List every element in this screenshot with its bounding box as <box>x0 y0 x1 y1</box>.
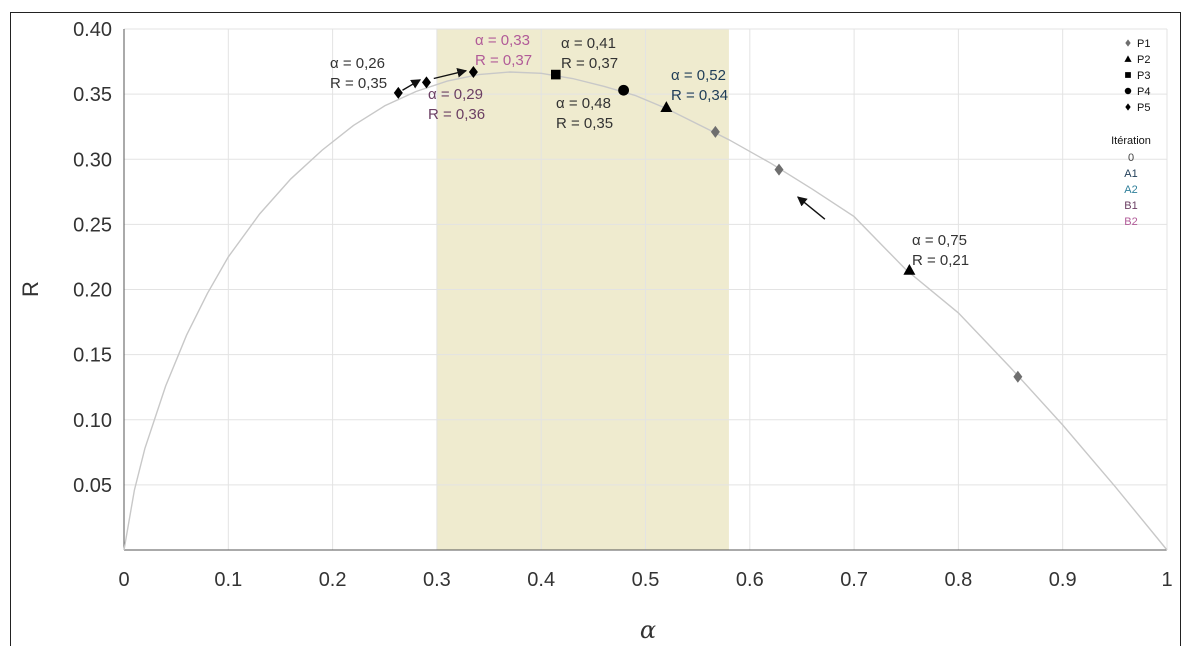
legend-label-p3: P3 <box>1137 70 1150 82</box>
y-tick-label: 0.05 <box>73 475 112 497</box>
data-point-p2 <box>903 263 916 275</box>
legend-marker-p4 <box>1124 87 1132 95</box>
legend-label-p5: P5 <box>1137 102 1150 114</box>
y-tick-label: 0.15 <box>73 345 112 367</box>
data-point-p3 <box>551 69 561 80</box>
legend-iteration-b2: B2 <box>1124 216 1137 228</box>
iteration-arrow <box>402 79 422 91</box>
y-tick-label: 0.35 <box>73 84 112 106</box>
point-annotation: α = 0,33 R = 0,37 <box>475 32 532 69</box>
legend-label-p2: P2 <box>1137 54 1150 66</box>
legend-iteration-0: 0 <box>1128 152 1134 164</box>
annotation-alpha: α = 0,48 <box>556 95 611 112</box>
iteration-arrow <box>797 196 826 220</box>
y-tick-label: 0.30 <box>73 149 112 171</box>
point-annotation: α = 0,48 R = 0,35 <box>556 95 613 132</box>
legend-iteration-a1: A1 <box>1124 168 1137 180</box>
x-axis-label: α <box>640 616 656 644</box>
data-point-p2 <box>660 101 673 112</box>
x-tick-label: 1 <box>1161 569 1172 591</box>
data-point-p1 <box>710 125 720 138</box>
point-annotation: α = 0,41 R = 0,37 <box>561 35 618 72</box>
legend-marker-p2 <box>1124 55 1132 62</box>
y-tick-label: 0.20 <box>73 280 112 302</box>
x-tick-label: 0.3 <box>423 569 451 591</box>
legend-marker-p5 <box>1125 103 1131 111</box>
legend-label-p4: P4 <box>1137 86 1150 98</box>
x-tick-label: 0.5 <box>632 569 660 591</box>
x-tick-label: 0.8 <box>944 569 972 591</box>
legend-iteration-title: Itération <box>1111 135 1151 147</box>
x-tick-label: 0 <box>118 569 129 591</box>
annotation-alpha: α = 0,41 <box>561 35 616 52</box>
x-tick-label: 0.2 <box>319 569 347 591</box>
data-point-p5 <box>468 65 478 78</box>
annotation-r: R = 0,35 <box>556 115 613 132</box>
r-alpha-curve <box>123 71 1168 551</box>
annotation-alpha: α = 0,29 <box>428 86 483 103</box>
annotation-alpha: α = 0,75 <box>912 232 967 249</box>
annotation-r: R = 0,36 <box>428 106 485 123</box>
data-point-p1 <box>774 163 784 176</box>
point-annotation: α = 0,75 R = 0,21 <box>912 232 969 269</box>
x-tick-label: 0.1 <box>214 569 242 591</box>
data-point-p5 <box>393 86 403 99</box>
annotation-r: R = 0,35 <box>330 75 387 92</box>
x-tick-label: 0.7 <box>840 569 868 591</box>
data-point-p5 <box>421 76 431 89</box>
point-annotation: α = 0,26 R = 0,35 <box>330 55 387 92</box>
annotation-r: R = 0,37 <box>561 55 618 72</box>
y-tick-label: 0.10 <box>73 410 112 432</box>
annotation-r: R = 0,37 <box>475 52 532 69</box>
legend-iteration-a2: A2 <box>1124 184 1137 196</box>
x-tick-label: 0.4 <box>527 569 555 591</box>
point-annotation: α = 0,29 R = 0,36 <box>428 86 485 123</box>
data-point-p4 <box>618 84 629 96</box>
annotation-r: R = 0,34 <box>671 87 728 104</box>
annotation-r: R = 0,21 <box>912 252 969 269</box>
legend-iteration-b1: B1 <box>1124 200 1137 212</box>
iteration-arrow <box>433 67 468 80</box>
legend-marker-p1 <box>1125 39 1131 47</box>
x-tick-label: 0.9 <box>1049 569 1077 591</box>
annotation-alpha: α = 0,52 <box>671 67 726 84</box>
y-axis-label: R <box>18 281 43 297</box>
legend-label-p1: P1 <box>1137 38 1150 50</box>
annotation-alpha: α = 0,33 <box>475 32 530 49</box>
point-annotation: α = 0,52 R = 0,34 <box>671 67 728 104</box>
x-tick-label: 0.6 <box>736 569 764 591</box>
annotation-alpha: α = 0,26 <box>330 55 385 72</box>
y-tick-label: 0.40 <box>73 19 112 41</box>
legend-marker-p3 <box>1125 72 1131 78</box>
data-point-p1 <box>1013 370 1023 383</box>
y-tick-label: 0.25 <box>73 214 112 236</box>
